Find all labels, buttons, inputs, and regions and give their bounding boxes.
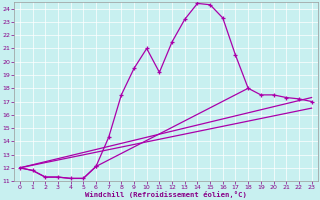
X-axis label: Windchill (Refroidissement éolien,°C): Windchill (Refroidissement éolien,°C): [85, 191, 247, 198]
